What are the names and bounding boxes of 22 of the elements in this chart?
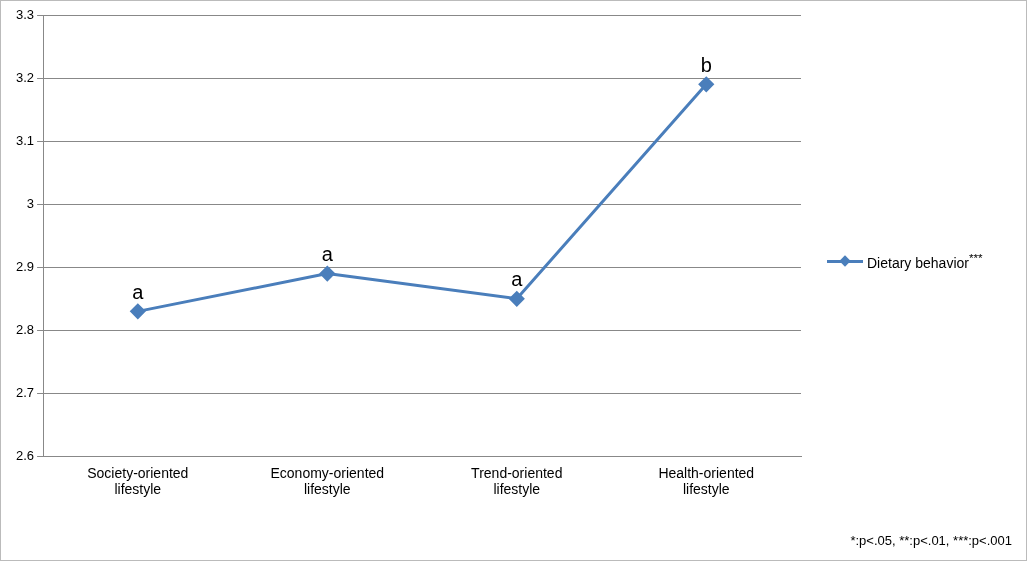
legend-label: Dietary behavior$^{***}$ xyxy=(867,251,983,271)
annotation: a xyxy=(511,268,524,291)
x-tick-label: Society-oriented lifestyle xyxy=(87,464,189,498)
point xyxy=(319,266,335,282)
point xyxy=(509,291,525,307)
y-tick-label: 3.1 xyxy=(15,132,35,148)
text: *:p<.05, **:p<.01, ***:p<.001 xyxy=(850,533,1012,548)
x-tick-label: Health-oriented lifestyle xyxy=(658,464,755,498)
y-tick-label: 3 xyxy=(26,195,35,211)
y-tick-label: 3.2 xyxy=(15,69,35,85)
y-tick-label: 2.7 xyxy=(15,384,35,400)
point xyxy=(698,76,714,92)
point xyxy=(130,303,146,319)
annotation: a xyxy=(321,243,334,266)
y-tick-label: 2.8 xyxy=(15,321,35,337)
annotation: a xyxy=(132,280,145,303)
y-tick-label: 2.6 xyxy=(15,447,35,463)
annotation: b xyxy=(700,53,712,76)
x-tick-label: Economy-oriented lifestyle xyxy=(270,464,385,498)
y-tick-label: 3.3 xyxy=(15,6,35,22)
x-tick-label: Trend-oriented lifestyle xyxy=(471,464,563,498)
y-tick-label: 2.9 xyxy=(15,258,35,274)
